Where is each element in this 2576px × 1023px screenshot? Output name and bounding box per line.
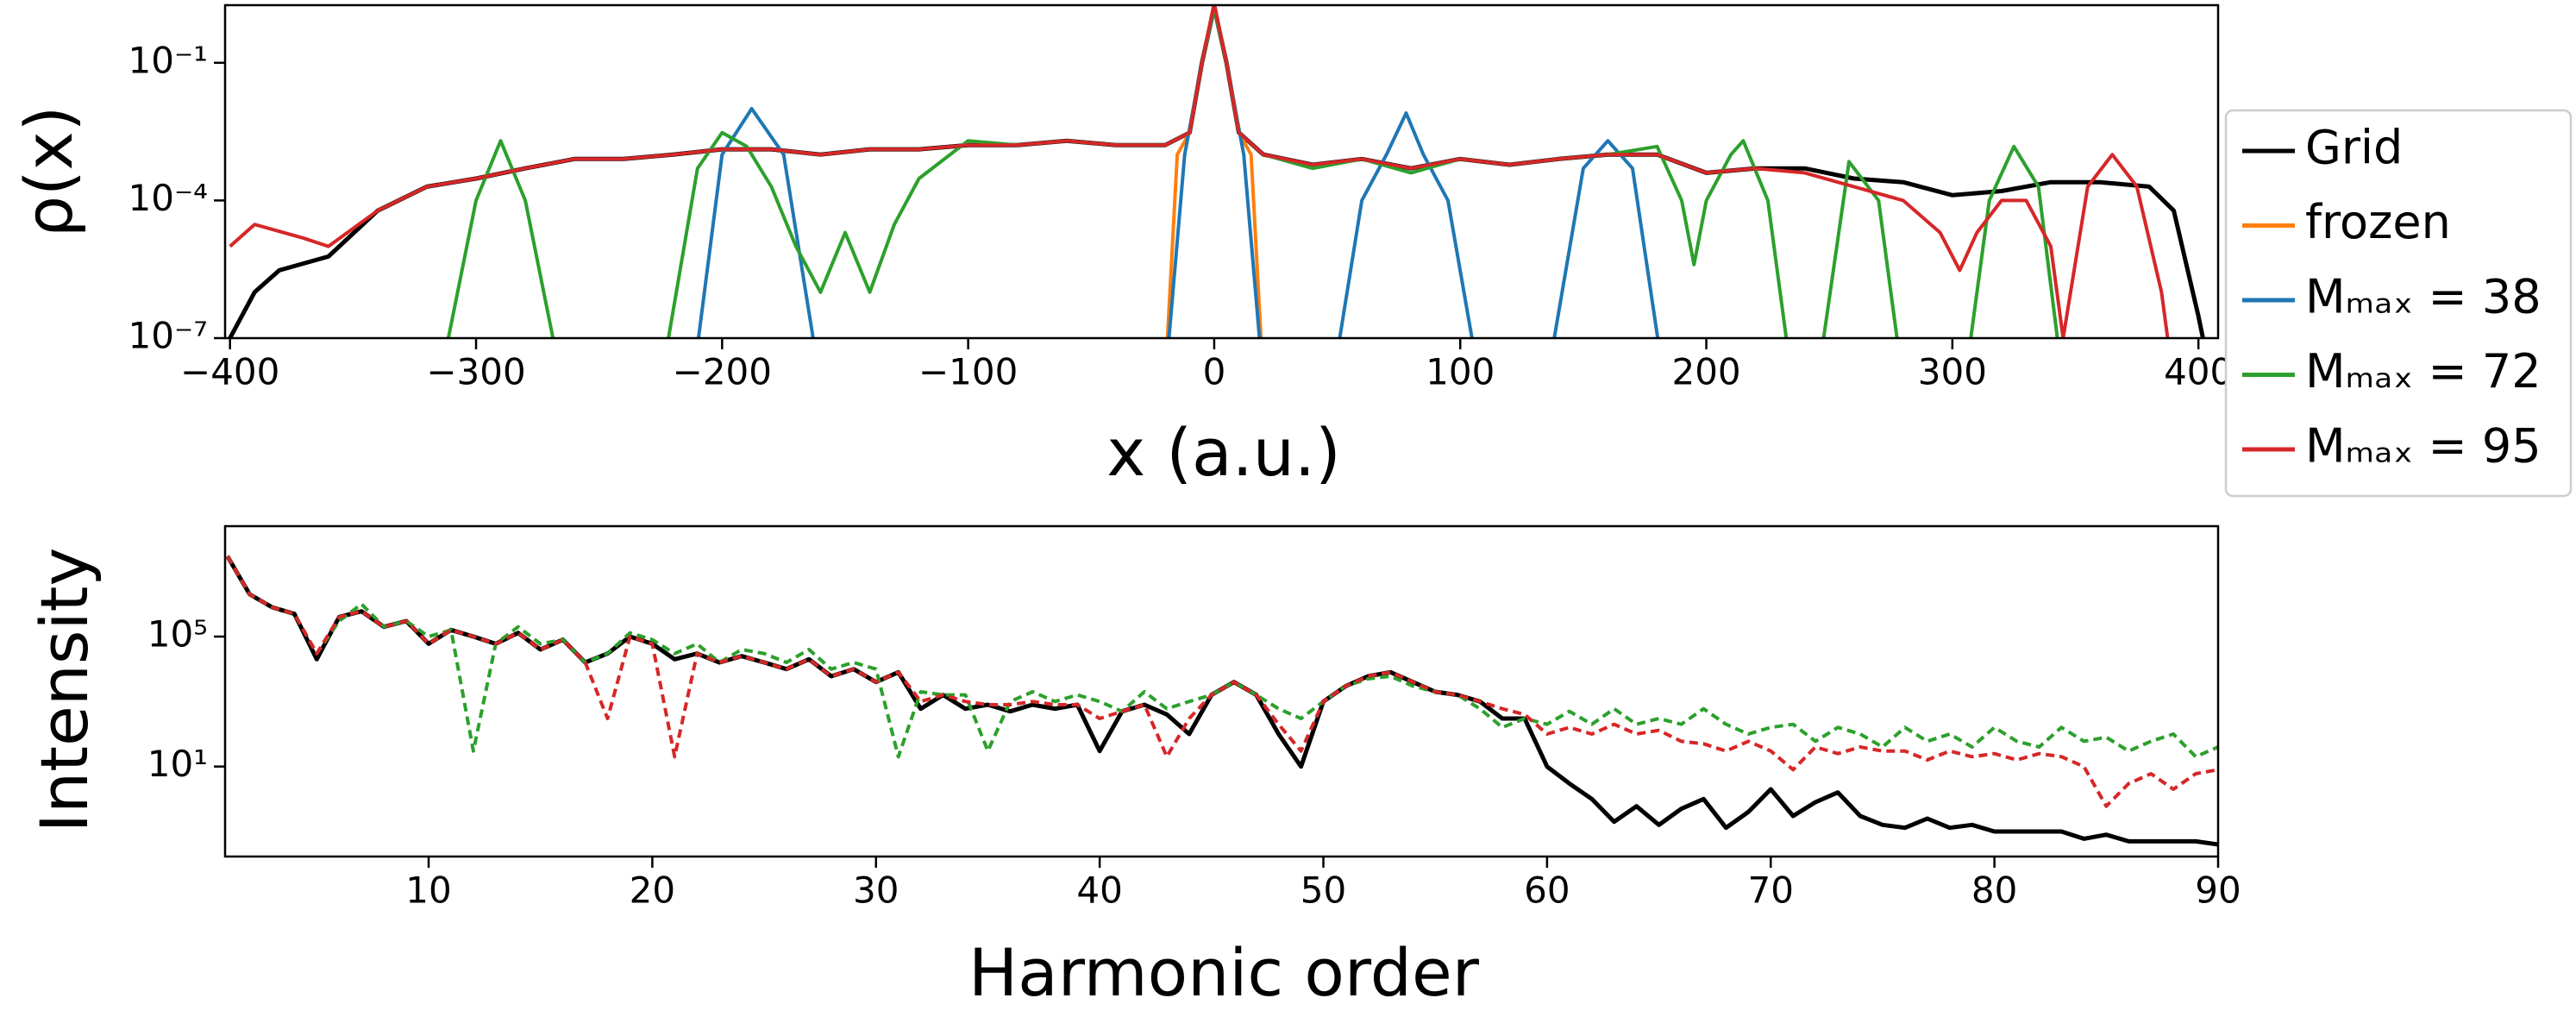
y-tick-label: 10¹ xyxy=(147,743,208,785)
x-tick-label: −300 xyxy=(426,351,525,393)
x-tick-label: 30 xyxy=(853,869,899,912)
x-tick-label: −100 xyxy=(918,351,1018,393)
series-line xyxy=(229,5,2170,338)
legend-box xyxy=(2224,109,2573,498)
x-tick-label: 0 xyxy=(1203,351,1226,393)
x-tick-label: −400 xyxy=(180,351,279,393)
x-tick-label: 400 xyxy=(2164,351,2233,393)
y-tick-label: 10⁻⁴ xyxy=(128,177,208,219)
y-tick-label: 10⁻¹ xyxy=(128,39,208,81)
x-tick-label: −200 xyxy=(673,351,772,393)
legend-label: Mₘₐₓ = 95 xyxy=(2305,419,2542,474)
series-line xyxy=(225,555,2218,808)
x-tick-label: 200 xyxy=(1671,351,1740,393)
x-tick-label: 90 xyxy=(2195,869,2241,912)
x-tick-label: 40 xyxy=(1076,869,1122,912)
y-tick-label: 10⁵ xyxy=(147,612,208,655)
x-tick-label: 50 xyxy=(1301,869,1346,912)
x-tick-label: 100 xyxy=(1426,351,1495,393)
x-axis-label: x (a.u.) xyxy=(1106,414,1341,491)
axes-frame xyxy=(223,3,2220,340)
legend-label: Grid xyxy=(2305,121,2403,175)
x-tick-label: 60 xyxy=(1524,869,1570,912)
plot-area xyxy=(227,5,2205,338)
plot-area xyxy=(225,555,2218,847)
x-tick-label: 20 xyxy=(630,869,675,912)
x-tick-label: 10 xyxy=(405,869,451,912)
legend-label: frozen xyxy=(2305,195,2451,249)
y-axis-label: ρ(x) xyxy=(10,106,87,238)
x-axis-label: Harmonic order xyxy=(968,934,1480,1011)
axes-frame xyxy=(223,524,2220,858)
x-tick-label: 300 xyxy=(1918,351,1987,393)
x-tick-label: 80 xyxy=(1971,869,2017,912)
y-axis-label: Intensity xyxy=(26,548,103,833)
x-tick-label: 70 xyxy=(1748,869,1794,912)
legend-label: Mₘₐₓ = 38 xyxy=(2305,270,2542,324)
series-line xyxy=(225,555,2218,759)
legend-label: Mₘₐₓ = 72 xyxy=(2305,344,2542,399)
y-tick-label: 10⁻⁷ xyxy=(128,315,208,357)
